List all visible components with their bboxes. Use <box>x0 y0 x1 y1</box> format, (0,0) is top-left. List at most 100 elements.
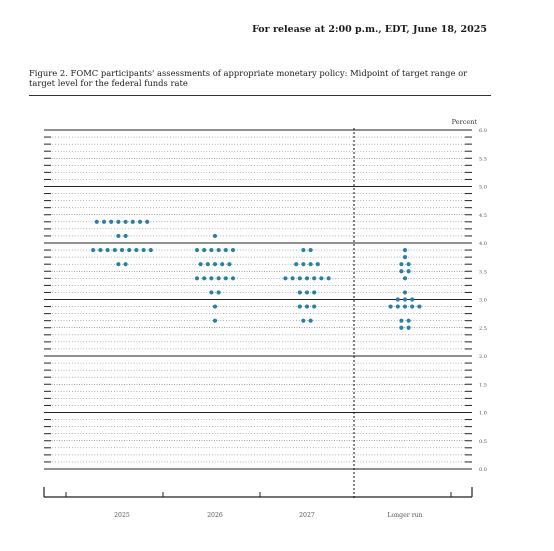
participant-dot <box>194 247 200 253</box>
participant-dot <box>209 276 214 281</box>
grid-lines <box>44 129 472 470</box>
participant-dot <box>395 304 400 309</box>
participant-dot <box>216 276 221 281</box>
participant-dot <box>212 318 218 323</box>
figure-caption: Figure 2. FOMC participants' assessments… <box>29 68 468 88</box>
participant-dot <box>202 247 207 253</box>
participant-dot <box>141 247 146 253</box>
participant-dot <box>119 247 125 253</box>
y-tick-labels: 0.0 0.5 1.0 1.5 2.0 2.5 3.0 3.5 4.0 4.5 5.0 5.5 6.0 <box>479 128 487 473</box>
participant-dot <box>123 219 128 224</box>
y-tick-label: 4.0 <box>479 241 487 247</box>
participant-dot <box>406 318 411 323</box>
y-tick-label: 2.5 <box>479 326 487 332</box>
x-tick-label: 2025 <box>114 512 130 519</box>
dots <box>91 219 422 330</box>
participant-dot <box>123 233 128 239</box>
participant-dot <box>145 219 150 224</box>
participant-dot <box>223 276 228 281</box>
participant-dot <box>402 276 408 281</box>
y-tick-label: 0.5 <box>479 439 487 445</box>
participant-dot <box>290 276 295 281</box>
participant-dot <box>209 247 214 253</box>
participant-dot <box>130 219 135 224</box>
participant-dot <box>326 276 331 281</box>
participant-dot <box>112 247 117 253</box>
y-tick-label: 4.5 <box>479 213 487 219</box>
release-date: For release at 2:00 p.m., EDT, June 18, … <box>252 24 487 35</box>
participant-dot <box>230 247 236 253</box>
participant-dot <box>98 247 103 253</box>
participant-dot <box>417 304 422 309</box>
participant-dot <box>227 262 232 267</box>
participant-dot <box>205 262 210 267</box>
participant-dot <box>402 290 408 295</box>
participant-dot <box>319 276 324 281</box>
participant-dot <box>105 247 110 253</box>
participant-dot <box>402 304 408 309</box>
participant-dot <box>304 304 310 309</box>
participant-dot <box>410 304 415 309</box>
participant-dot <box>402 255 408 260</box>
participant-dot <box>127 247 132 253</box>
x-tick-label: Longer run <box>387 512 422 519</box>
x-tick-labels: 2025 2026 2027 Longer run <box>114 512 423 519</box>
participant-dot <box>304 290 310 295</box>
y-tick-label: 2.0 <box>479 354 487 360</box>
participant-dot <box>308 262 313 267</box>
participant-dot <box>301 318 306 323</box>
participant-dot <box>402 297 408 302</box>
participant-dot <box>109 219 114 224</box>
participant-dot <box>312 276 317 281</box>
participant-dot <box>406 325 411 330</box>
participant-dot <box>212 304 218 309</box>
participant-dot <box>137 219 143 224</box>
participant-dot <box>406 269 411 274</box>
participant-dot <box>198 262 203 267</box>
participant-dot <box>399 325 404 330</box>
participant-dot <box>230 276 236 281</box>
y-tick-label: 5.5 <box>479 156 487 162</box>
participant-dot <box>148 247 153 253</box>
caption-divider <box>29 95 491 96</box>
participant-dot <box>297 304 302 309</box>
participant-dot <box>209 290 214 295</box>
participant-dot <box>216 247 221 253</box>
x-axis <box>43 487 473 498</box>
participant-dot <box>315 262 320 267</box>
y-axis-label: Percent <box>452 118 478 126</box>
y-tick-label: 0.0 <box>479 467 487 473</box>
participant-dot <box>399 318 404 323</box>
participant-dot <box>301 262 306 267</box>
participant-dot <box>294 262 299 267</box>
participant-dot <box>308 247 313 253</box>
participant-dot <box>402 247 408 253</box>
participant-dot <box>101 219 107 224</box>
participant-dot <box>212 233 218 239</box>
participant-dot <box>202 276 207 281</box>
y-tick-label: 3.0 <box>479 298 487 304</box>
participant-dot <box>94 219 99 224</box>
participant-dot <box>388 304 393 309</box>
y-tick-label: 3.5 <box>479 269 487 275</box>
x-tick-label: 2027 <box>299 512 315 519</box>
y-tick-label: 6.0 <box>479 128 487 134</box>
participant-dot <box>297 290 302 295</box>
participant-dot <box>399 262 404 267</box>
participant-dot <box>410 297 415 302</box>
participant-dot <box>308 318 313 323</box>
participant-dot <box>216 290 221 295</box>
participant-dot <box>123 262 128 267</box>
participant-dot <box>220 262 225 267</box>
participant-dot <box>91 247 96 253</box>
participant-dot <box>134 247 139 253</box>
participant-dot <box>312 304 317 309</box>
participant-dot <box>406 262 411 267</box>
participant-dot <box>116 219 121 224</box>
participant-dot <box>116 233 121 239</box>
participant-dot <box>399 269 404 274</box>
participant-dot <box>297 276 302 281</box>
participant-dot <box>301 247 306 253</box>
participant-dot <box>223 247 228 253</box>
